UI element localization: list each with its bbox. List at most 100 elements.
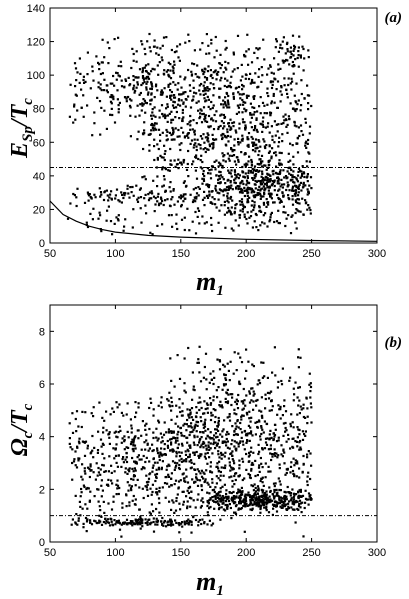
data-point bbox=[214, 447, 217, 450]
data-point bbox=[279, 90, 282, 93]
data-point bbox=[249, 121, 252, 124]
data-point bbox=[150, 493, 153, 496]
data-point bbox=[113, 84, 116, 87]
data-point bbox=[259, 456, 262, 460]
data-point bbox=[80, 88, 83, 91]
data-point bbox=[206, 435, 209, 438]
data-point bbox=[225, 104, 228, 107]
data-point bbox=[233, 181, 236, 184]
data-point bbox=[236, 419, 239, 422]
data-point bbox=[264, 462, 267, 465]
data-point bbox=[224, 373, 227, 377]
data-point bbox=[152, 408, 155, 411]
data-point bbox=[292, 155, 295, 158]
data-point bbox=[217, 125, 220, 129]
data-point bbox=[220, 404, 223, 407]
data-point bbox=[200, 469, 203, 472]
data-point bbox=[175, 404, 178, 407]
data-point bbox=[131, 521, 134, 524]
data-point bbox=[132, 59, 135, 62]
data-point bbox=[243, 55, 246, 58]
data-point bbox=[261, 177, 265, 180]
data-point bbox=[203, 400, 206, 403]
data-point bbox=[209, 402, 213, 405]
data-point bbox=[248, 474, 252, 477]
data-point bbox=[173, 63, 176, 66]
data-point bbox=[137, 429, 140, 432]
data-point bbox=[202, 376, 205, 379]
data-point bbox=[196, 435, 199, 438]
data-point bbox=[69, 83, 72, 86]
data-point bbox=[127, 436, 130, 439]
data-point bbox=[307, 56, 310, 59]
data-point bbox=[265, 144, 268, 147]
data-point bbox=[280, 163, 283, 166]
data-point bbox=[230, 403, 233, 407]
data-point bbox=[276, 413, 279, 416]
data-point bbox=[309, 212, 312, 215]
data-point bbox=[275, 501, 278, 504]
data-point bbox=[132, 52, 135, 56]
data-point bbox=[136, 523, 139, 526]
data-point bbox=[247, 48, 250, 51]
data-point bbox=[118, 528, 122, 531]
data-point bbox=[268, 438, 271, 441]
data-point bbox=[258, 68, 261, 71]
data-point bbox=[186, 123, 189, 126]
data-point bbox=[211, 133, 214, 136]
data-point bbox=[132, 439, 135, 442]
x-tick-label: 100 bbox=[106, 248, 124, 260]
data-point bbox=[278, 163, 281, 167]
data-point bbox=[170, 198, 173, 201]
data-point bbox=[242, 121, 245, 124]
data-point bbox=[141, 176, 144, 179]
data-point bbox=[91, 134, 94, 137]
data-point bbox=[136, 478, 139, 481]
data-point bbox=[247, 424, 250, 427]
data-point bbox=[242, 498, 245, 501]
data-point bbox=[305, 146, 308, 149]
data-point bbox=[194, 73, 197, 76]
data-point bbox=[296, 56, 299, 60]
data-point bbox=[241, 210, 244, 213]
data-point bbox=[141, 67, 144, 70]
data-point bbox=[176, 163, 179, 166]
data-point bbox=[302, 454, 305, 458]
data-point bbox=[237, 173, 240, 176]
data-point bbox=[271, 405, 274, 408]
data-point bbox=[160, 453, 163, 456]
data-point bbox=[296, 142, 299, 145]
data-point bbox=[148, 511, 151, 514]
data-point bbox=[293, 176, 296, 179]
data-point bbox=[116, 98, 119, 101]
data-point bbox=[184, 453, 188, 456]
data-point bbox=[299, 488, 302, 491]
data-point bbox=[291, 502, 294, 505]
data-point bbox=[306, 456, 309, 459]
data-point bbox=[71, 478, 74, 481]
data-point bbox=[170, 48, 173, 52]
data-point bbox=[307, 503, 310, 506]
data-point bbox=[132, 450, 135, 453]
data-point bbox=[170, 121, 173, 124]
data-point bbox=[222, 103, 225, 106]
data-point bbox=[247, 63, 250, 66]
data-point bbox=[148, 32, 151, 36]
data-point bbox=[155, 122, 158, 125]
data-point bbox=[213, 507, 216, 510]
data-point bbox=[278, 467, 281, 470]
data-point bbox=[90, 523, 94, 526]
data-point bbox=[215, 49, 218, 52]
data-point bbox=[278, 480, 281, 483]
data-point bbox=[161, 223, 164, 226]
data-point bbox=[212, 83, 215, 86]
data-point bbox=[189, 505, 192, 508]
data-point bbox=[210, 216, 213, 220]
data-point bbox=[247, 160, 250, 163]
data-point bbox=[182, 503, 185, 506]
data-point bbox=[298, 495, 302, 498]
data-point bbox=[111, 113, 114, 117]
data-point bbox=[252, 499, 255, 502]
data-point bbox=[222, 155, 225, 158]
data-point bbox=[204, 444, 207, 447]
